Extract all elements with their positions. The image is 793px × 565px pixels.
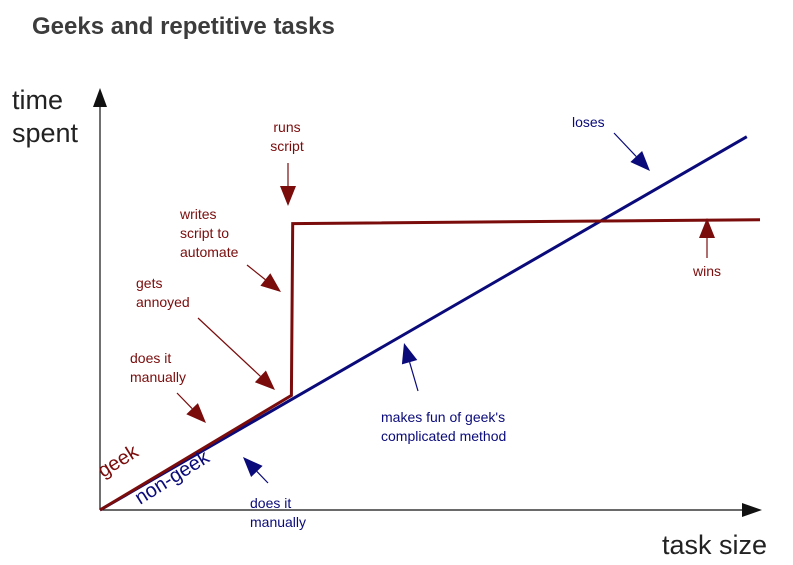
ann-wins-arrow-head [699,218,715,238]
ann-wins-text-1: wins [692,263,721,279]
x-axis-label: task size [662,530,767,560]
ann-makes-fun-arrow-shaft [409,362,419,392]
y-axis-arrowhead [93,88,107,107]
ann-writes-script-text-2: script to [180,225,229,241]
series-line-non_geek [99,135,748,512]
ann-annoyed-text-1: gets [136,275,162,291]
ann-loses-arrow-head [630,151,650,171]
ann-annoyed: gets annoyed [136,275,275,390]
y-axis-label-line-1: time [12,85,63,115]
ann-writes-script-arrow-shaft [246,264,266,281]
ann-wins: wins [692,218,721,279]
series-label-geek: geek [94,440,143,482]
ann-runs-script-arrow-head [280,186,296,206]
ann-loses-text-1: loses [572,114,605,130]
ann-writes-script-text-3: automate [180,244,239,260]
ann-annoyed-arrow-head [254,370,275,390]
ann-loses-arrow-shaft [613,132,637,157]
chart-title: Geeks and repetitive tasks [32,13,335,40]
ann-nongeek-manual-arrow-head [243,457,263,477]
ann-nongeek-manual-text-1: does it [250,495,291,511]
series-line-geek [99,218,761,512]
ann-makes-fun-text-2: complicated method [381,428,506,444]
annotation-layer: does it manually gets annoyed writes script t… [130,114,721,530]
ann-makes-fun-text-1: makes fun of geek's [381,409,505,425]
ann-geek-manual: does it manually [130,350,206,423]
ann-nongeek-manual-arrow-shaft [256,470,269,484]
x-axis-arrowhead [742,503,762,517]
ann-geek-manual-text-1: does it [130,350,171,366]
series-label-non_geek: non-geek [131,446,214,509]
ann-annoyed-text-2: annoyed [136,294,190,310]
y-axis-label-line-2: spent [12,118,79,148]
ann-runs-script-text-2: script [270,138,304,154]
ann-geek-manual-arrow-shaft [176,392,193,410]
ann-nongeek-manual: does it manually [243,457,306,530]
ann-writes-script-arrow-head [260,273,281,292]
ann-loses: loses [572,114,650,171]
ann-makes-fun: makes fun of geek's complicated method [381,343,506,444]
ann-makes-fun-arrow-head [401,343,418,365]
ann-writes-script-text-1: writes [179,206,217,222]
ann-runs-script-text-1: runs [273,119,300,135]
ann-geek-manual-text-2: manually [130,369,186,385]
ann-runs-script: runs script [270,119,304,206]
ann-writes-script: writes script to automate [179,206,281,292]
ann-geek-manual-arrow-head [186,403,206,423]
ann-annoyed-arrow-shaft [197,317,261,377]
ann-nongeek-manual-text-2: manually [250,514,306,530]
